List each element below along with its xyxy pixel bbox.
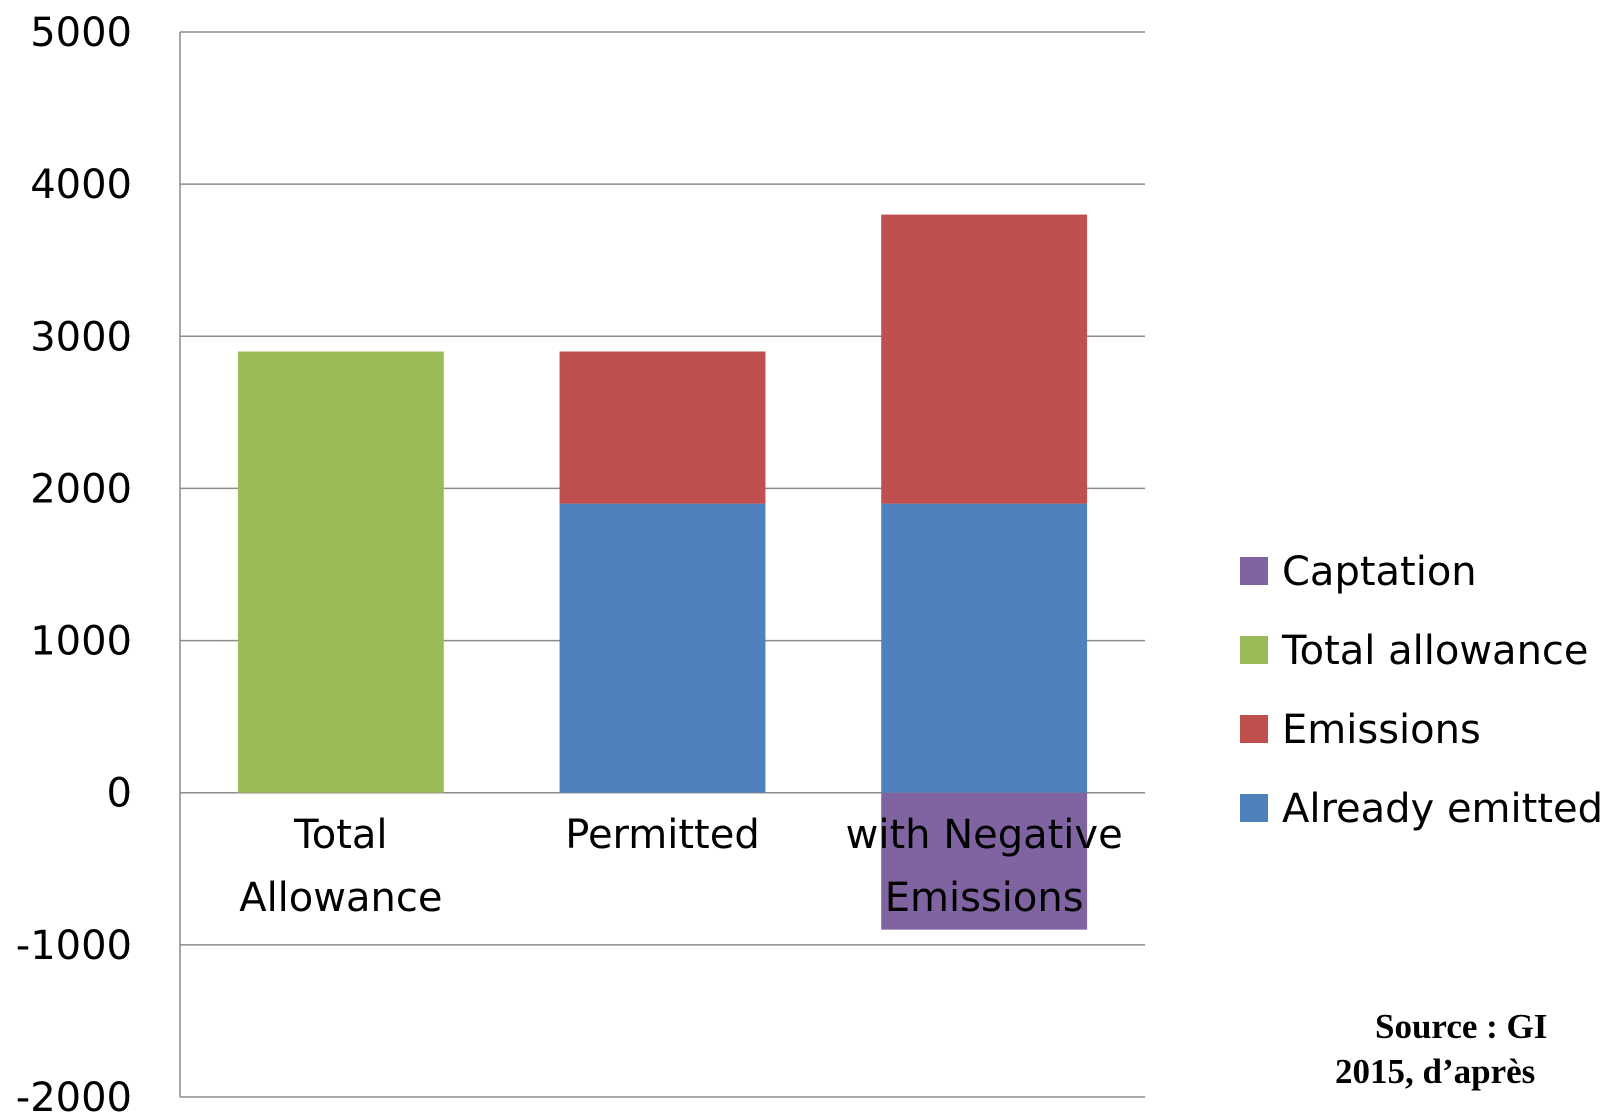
source-line-1: Source : GI — [1375, 1007, 1547, 1046]
bar-segment — [237, 351, 444, 793]
bar-segment — [881, 214, 1088, 504]
y-tick-label: -1000 — [16, 923, 132, 969]
y-tick-label: 1000 — [30, 619, 132, 665]
y-tick-label: 3000 — [30, 314, 132, 360]
legend: Captation Total allowance Emissions Already… — [1240, 549, 1603, 832]
legend-swatch — [1240, 557, 1268, 585]
y-tick-label: 2000 — [30, 466, 132, 512]
y-tick-label: -2000 — [16, 1075, 132, 1116]
y-tick-label: 5000 — [30, 10, 132, 56]
y-axis: -2000 -1000 0 1000 2000 3000 4000 5000 — [16, 10, 181, 1116]
y-tick-label: 4000 — [30, 162, 132, 208]
category-label: Allowance — [239, 875, 442, 921]
legend-swatch — [1240, 794, 1268, 822]
source-note: Source : GI 2015, d’après — [1335, 1007, 1547, 1091]
bar-segment — [559, 351, 766, 504]
bar-segment — [881, 792, 1088, 930]
y-tick-label: 0 — [107, 771, 132, 817]
bars — [237, 214, 1088, 930]
legend-swatch — [1240, 715, 1268, 743]
category-labels: Total Allowance Permitted with Negative Emis… — [239, 812, 1123, 921]
category-label: with Negative — [846, 812, 1123, 858]
legend-label: Emissions — [1282, 707, 1481, 753]
legend-label: Total allowance — [1281, 628, 1589, 674]
legend-label: Captation — [1282, 549, 1477, 595]
bar-segment — [559, 503, 766, 793]
legend-swatch — [1240, 636, 1268, 664]
bar-segment — [881, 503, 1088, 793]
category-label: Total — [293, 812, 387, 858]
category-label: Permitted — [565, 812, 760, 858]
source-line-2: 2015, d’après — [1335, 1052, 1535, 1091]
legend-label: Already emitted — [1282, 786, 1603, 832]
category-label: Emissions — [885, 875, 1084, 921]
